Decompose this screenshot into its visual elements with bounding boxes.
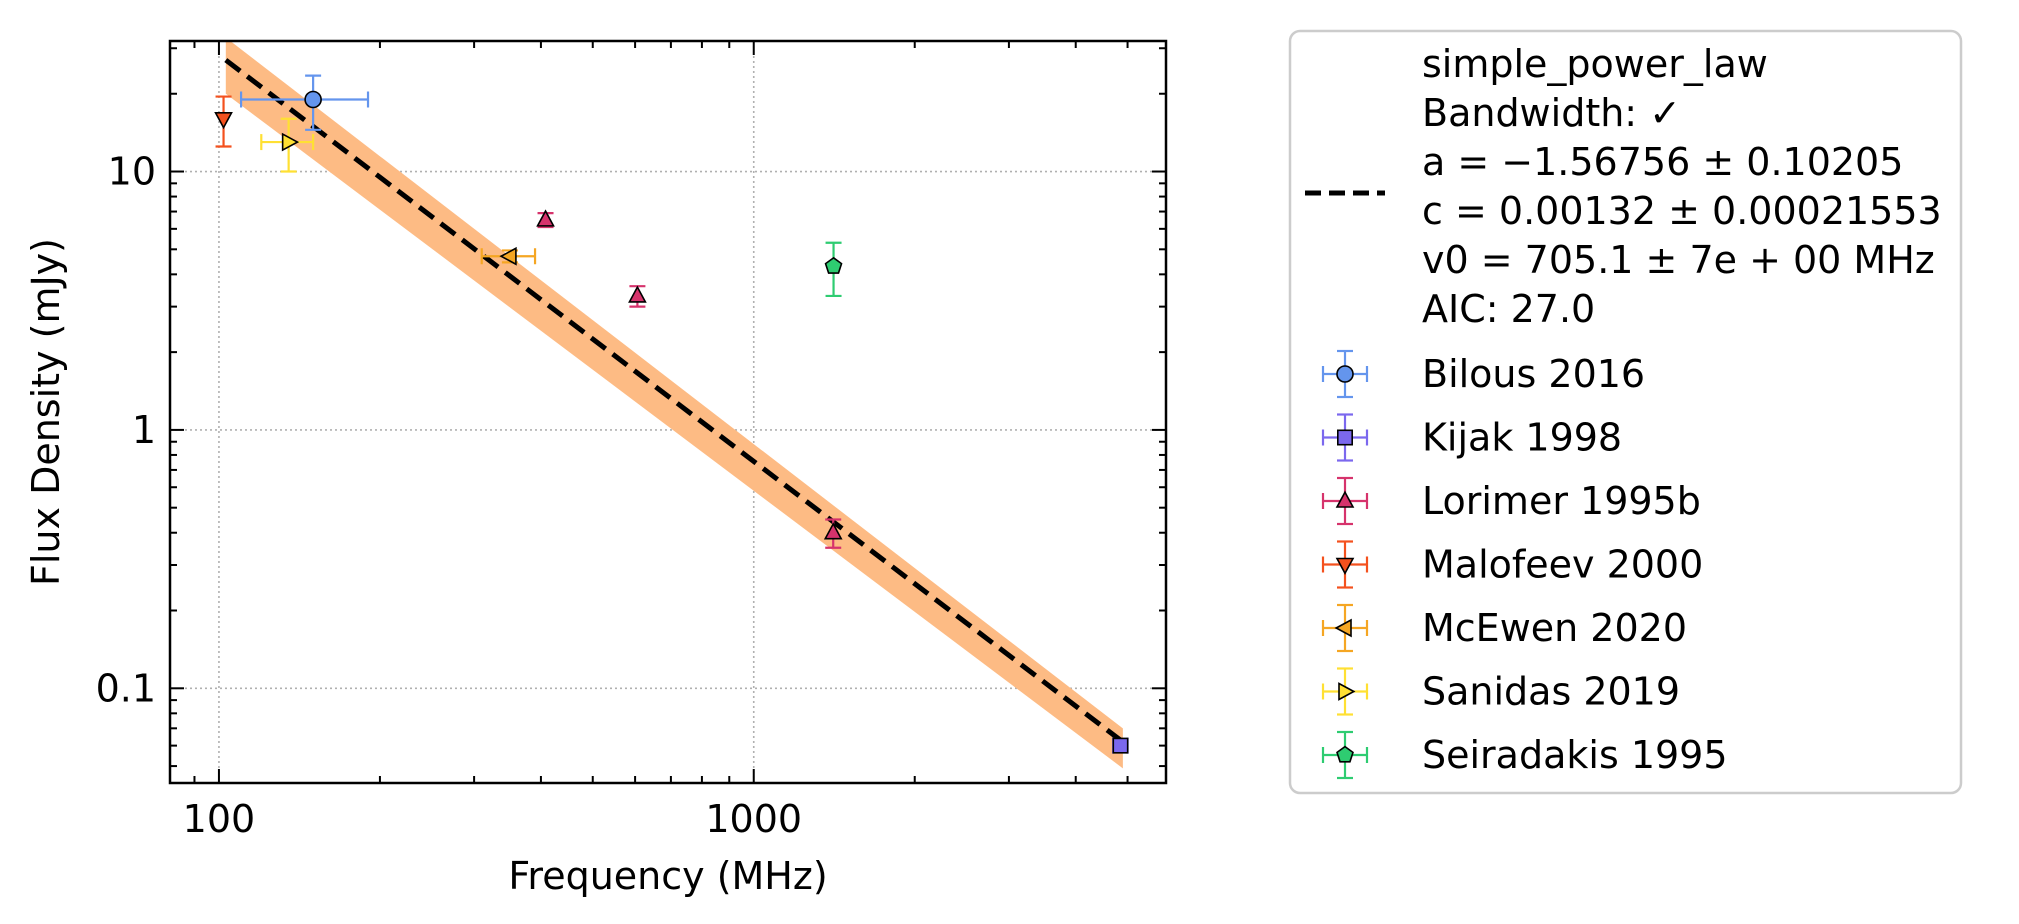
legend-entry: Bilous 2016	[1321, 349, 1645, 399]
legend-fit-text: simple_power_law	[1422, 42, 1768, 86]
legend-label: McEwen 2020	[1422, 606, 1687, 650]
legend-entry: Kijak 1998	[1321, 413, 1622, 462]
x-tick-label: 100	[183, 797, 256, 841]
data-point	[281, 132, 300, 152]
series-kijak-1998	[1112, 737, 1129, 754]
legend-entry: Lorimer 1995b	[1321, 476, 1701, 526]
legend-fit-text: Bandwidth: ✓	[1422, 91, 1681, 135]
legend-marker	[1335, 490, 1355, 508]
legend-label: Kijak 1998	[1422, 416, 1622, 460]
legend-entry: McEwen 2020	[1321, 603, 1687, 653]
legend-fit-text: c = 0.00132 ± 0.00021553	[1422, 189, 1942, 233]
data-point	[824, 256, 843, 274]
data-point	[823, 522, 843, 540]
legend-entry: Seiradakis 1995	[1321, 730, 1728, 780]
legend-label: Malofeev 2000	[1422, 543, 1703, 587]
series-seiradakis-1995	[824, 241, 843, 298]
data-point	[499, 246, 517, 266]
data-point	[1112, 737, 1129, 754]
y-axis-label: Flux Density (mJy)	[24, 238, 68, 586]
plot-frame	[168, 39, 1168, 785]
legend-entry: Malofeev 2000	[1321, 540, 1703, 589]
y-tick-label: 0.1	[96, 666, 156, 710]
series-bilous-2016	[239, 74, 370, 131]
fit-uncertainty-band	[225, 41, 1123, 769]
legend-label: Bilous 2016	[1422, 352, 1645, 396]
legend-marker	[1335, 557, 1355, 575]
x-tick-label: 1000	[705, 797, 802, 841]
legend-marker	[1337, 429, 1354, 446]
legend-box	[1288, 29, 1963, 795]
y-tick-label: 10	[108, 150, 156, 194]
fit-band	[225, 41, 1123, 769]
legend: simple_power_law Bandwidth: ✓ a = −1.56756…	[1288, 29, 1963, 795]
legend-marker	[1338, 682, 1356, 701]
series-sanidas-2019	[260, 117, 315, 173]
data-points	[214, 74, 1129, 754]
legend-fit-text: a = −1.56756 ± 0.10205	[1422, 140, 1903, 184]
legend-marker	[1334, 618, 1352, 638]
legend-label: Seiradakis 1995	[1422, 733, 1728, 777]
series-malofeev-2000	[214, 95, 233, 148]
y-tick-label: 1	[132, 408, 156, 452]
x-axis-label: Frequency (MHz)	[508, 854, 827, 898]
data-point	[214, 111, 233, 130]
series-mcewen-2020	[480, 246, 537, 266]
data-point	[536, 209, 555, 227]
legend-entry: Sanidas 2019	[1321, 667, 1680, 716]
legend-label: Sanidas 2019	[1422, 670, 1680, 714]
legend-marker	[1336, 365, 1354, 383]
legend-label: Lorimer 1995b	[1422, 479, 1701, 523]
legend-fit-text: v0 = 705.1 ± 7e + 00 MHz	[1422, 238, 1935, 282]
legend-fit-text: AIC: 27.0	[1422, 287, 1595, 331]
data-point	[304, 90, 322, 109]
series-lorimer-1995b	[536, 209, 843, 549]
axis-ticks: 100 1000 0.1 1 10	[96, 41, 1166, 841]
data-point	[628, 285, 647, 303]
legend-marker	[1336, 745, 1354, 763]
